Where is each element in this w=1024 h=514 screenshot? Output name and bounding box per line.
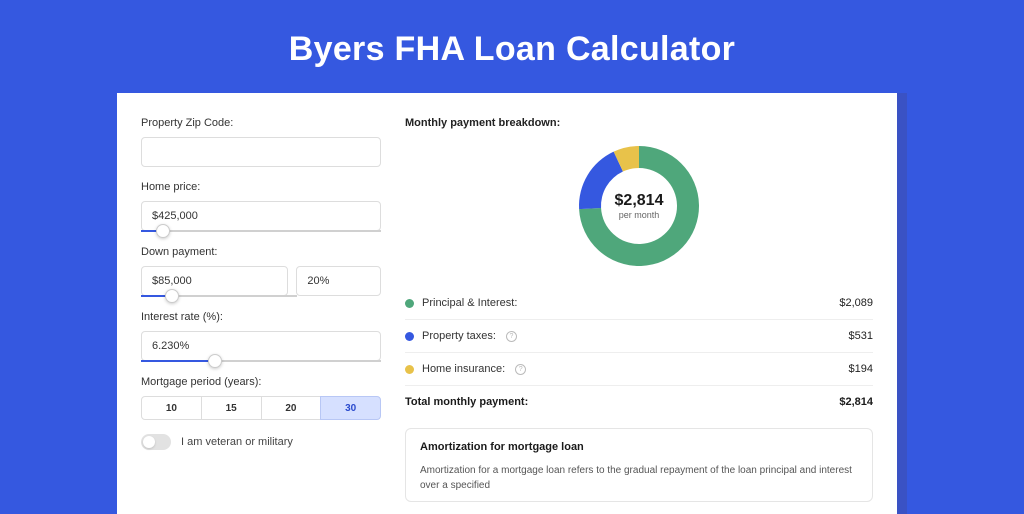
- down-payment-slider-thumb[interactable]: [165, 289, 179, 303]
- line-label: Home insurance:: [422, 363, 505, 375]
- calculator-card: Property Zip Code: Home price: Down paym…: [117, 93, 897, 514]
- breakdown-lines: Principal & Interest: $2,089 Property taxe…: [405, 287, 873, 386]
- zip-label: Property Zip Code:: [141, 117, 381, 129]
- line-value: $2,089: [839, 297, 873, 309]
- veteran-row: I am veteran or military: [141, 434, 381, 450]
- interest-slider-fill: [141, 360, 215, 362]
- legend-dot: [405, 332, 414, 341]
- total-row: Total monthly payment: $2,814: [405, 386, 873, 422]
- donut-sub: per month: [619, 210, 660, 220]
- line-value: $194: [849, 363, 873, 375]
- interest-slider[interactable]: [141, 360, 381, 362]
- down-payment-field-group: Down payment:: [141, 246, 381, 297]
- zip-input[interactable]: [141, 137, 381, 167]
- period-option-20[interactable]: 20: [261, 396, 322, 420]
- period-option-15[interactable]: 15: [201, 396, 262, 420]
- down-payment-label: Down payment:: [141, 246, 381, 258]
- home-price-slider-thumb[interactable]: [156, 224, 170, 238]
- legend-dot: [405, 365, 414, 374]
- period-field-group: Mortgage period (years): 10152030: [141, 376, 381, 420]
- amortization-title: Amortization for mortgage loan: [420, 441, 858, 453]
- home-price-field-group: Home price:: [141, 181, 381, 232]
- breakdown-line: Property taxes:? $531: [405, 320, 873, 353]
- period-options: 10152030: [141, 396, 381, 420]
- period-label: Mortgage period (years):: [141, 376, 381, 388]
- period-option-30[interactable]: 30: [320, 396, 381, 420]
- home-price-label: Home price:: [141, 181, 381, 193]
- breakdown-title: Monthly payment breakdown:: [405, 117, 873, 129]
- total-value: $2,814: [839, 396, 873, 408]
- interest-slider-thumb[interactable]: [208, 354, 222, 368]
- down-payment-pct-input[interactable]: [296, 266, 381, 296]
- period-option-10[interactable]: 10: [141, 396, 202, 420]
- down-payment-amount-input[interactable]: [141, 266, 288, 296]
- zip-field-group: Property Zip Code:: [141, 117, 381, 167]
- amortization-box: Amortization for mortgage loan Amortizat…: [405, 428, 873, 502]
- breakdown-line: Principal & Interest: $2,089: [405, 287, 873, 320]
- veteran-label: I am veteran or military: [181, 436, 293, 448]
- interest-field-group: Interest rate (%):: [141, 311, 381, 362]
- donut-amount: $2,814: [615, 192, 664, 210]
- interest-input[interactable]: [141, 331, 381, 361]
- home-price-slider[interactable]: [141, 230, 381, 232]
- payment-donut-chart: $2,814 per month: [576, 143, 702, 269]
- veteran-toggle-knob: [143, 436, 155, 448]
- amortization-text: Amortization for a mortgage loan refers …: [420, 463, 858, 493]
- down-payment-slider[interactable]: [141, 295, 297, 297]
- interest-label: Interest rate (%):: [141, 311, 381, 323]
- total-label: Total monthly payment:: [405, 396, 528, 408]
- donut-center: $2,814 per month: [576, 143, 702, 269]
- home-price-input[interactable]: [141, 201, 381, 231]
- line-label: Principal & Interest:: [422, 297, 517, 309]
- line-value: $531: [849, 330, 873, 342]
- line-label: Property taxes:: [422, 330, 496, 342]
- input-column: Property Zip Code: Home price: Down paym…: [141, 117, 381, 502]
- legend-dot: [405, 299, 414, 308]
- veteran-toggle[interactable]: [141, 434, 171, 450]
- breakdown-column: Monthly payment breakdown: $2,814 per mo…: [405, 117, 873, 502]
- help-icon[interactable]: ?: [515, 364, 526, 375]
- donut-wrap: $2,814 per month: [405, 143, 873, 269]
- help-icon[interactable]: ?: [506, 331, 517, 342]
- card-shadow: Property Zip Code: Home price: Down paym…: [117, 93, 907, 514]
- page-title: Byers FHA Loan Calculator: [0, 0, 1024, 93]
- breakdown-line: Home insurance:? $194: [405, 353, 873, 386]
